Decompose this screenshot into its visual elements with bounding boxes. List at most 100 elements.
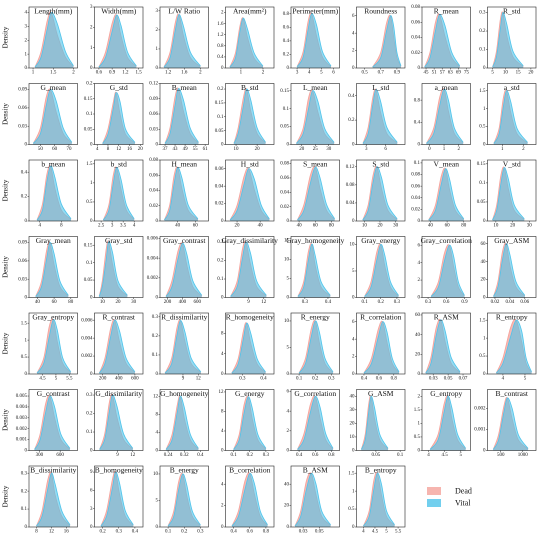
- y-tick-label: 0.04: [215, 184, 224, 189]
- x-tick-label: 5.5: [66, 377, 73, 382]
- subplot-title: B_contrast: [496, 389, 529, 398]
- plot-frame: [28, 159, 78, 222]
- density-fill: [430, 396, 466, 451]
- density-fill: [299, 320, 334, 374]
- density-line: [165, 395, 199, 450]
- y-tick-label: 0.08: [149, 158, 158, 163]
- y-tick-label: 0: [352, 372, 355, 377]
- y-tick-label: 0.1: [86, 112, 93, 117]
- x-tick-label: 16: [127, 147, 133, 152]
- subplot-title: G_std: [110, 83, 128, 92]
- density-fill: [297, 13, 332, 69]
- x-tick-label: 0.4: [260, 377, 267, 382]
- subplot: 8 12 16 0 0.1 0.2 0.3 B_dissimilarity Density: [2, 465, 78, 535]
- density-line: [100, 471, 134, 527]
- density-fill: [103, 167, 135, 221]
- x-tick-label: 16: [64, 530, 70, 535]
- x-tick-label: 4.5: [39, 377, 46, 382]
- x-tick-label: 25: [313, 147, 319, 152]
- x-tick-label: 8: [107, 147, 110, 152]
- y-tick-label: 40: [284, 482, 290, 487]
- y-tick-label: 0: [418, 296, 421, 301]
- y-tick-label: 0: [156, 296, 159, 301]
- density-line: [164, 167, 199, 221]
- subplot-title: L_std: [372, 83, 389, 92]
- y-tick-label: 8: [221, 331, 224, 336]
- x-tick-label: 6: [332, 71, 335, 76]
- y-tick-label: 2: [156, 28, 159, 33]
- y-tick-label: 0.12: [346, 165, 355, 170]
- x-tick-label: 0.6: [96, 71, 103, 76]
- subplot: 3 6 0 0.2 0.4 L_std: [348, 83, 406, 152]
- y-tick-label: 1.5: [348, 471, 355, 476]
- y-tick-label: 0: [221, 66, 224, 71]
- y-tick-label: 1: [483, 107, 486, 112]
- legend-swatch: [427, 499, 441, 507]
- y-tick-label: 2: [90, 25, 93, 30]
- subplot-title: G_ASM: [368, 389, 394, 398]
- x-tick-label: 0.6: [376, 377, 383, 382]
- x-tick-label: 0.24: [164, 453, 173, 458]
- plot-frame: [225, 312, 275, 375]
- x-tick-label: 15: [516, 71, 522, 76]
- y-tick-label: 1: [483, 336, 486, 341]
- subplot: 0.4 0.6 0.8 0 2 4 6 G_correlation: [287, 389, 340, 458]
- y-tick-label: 0.08: [411, 5, 420, 10]
- subplot: 0.03 0.05 0 20 40 B_ASM: [284, 465, 340, 535]
- plot-frame: [421, 312, 471, 375]
- x-tick-label: 600: [131, 377, 139, 382]
- subplot-title: Perimeter(mm): [292, 7, 338, 16]
- x-tick-label: 5: [385, 530, 388, 535]
- subplot-title: Gray_correlation: [421, 236, 472, 245]
- x-tick-label: 1: [32, 71, 35, 76]
- x-tick-label: 1.5: [50, 71, 57, 76]
- y-tick-label: 5: [287, 277, 290, 282]
- y-tick-label: 40: [481, 260, 487, 265]
- subplot-title: R_energy: [301, 313, 330, 322]
- y-tick-label: 0.5: [479, 354, 486, 359]
- plot-frame: [225, 236, 275, 298]
- x-tick-label: 0.3: [263, 453, 270, 458]
- plot-frame: [225, 83, 275, 145]
- y-tick-label: 0: [418, 66, 421, 71]
- x-tick-label: 50: [38, 147, 44, 152]
- x-tick-label: 0.1: [361, 300, 368, 305]
- subplot-title: G_entropy: [430, 389, 462, 398]
- x-tick-label: 0.05: [372, 453, 381, 458]
- subplot-title: b_std: [111, 160, 128, 169]
- x-tick-label: 8: [60, 224, 63, 229]
- subplot-title: Width(mm): [101, 7, 137, 16]
- y-tick-label: 4: [221, 429, 224, 434]
- density-fill: [496, 320, 532, 374]
- density-fill: [165, 88, 199, 145]
- y-tick-label: 0.4: [217, 55, 224, 60]
- y-tick-label: 0: [156, 219, 159, 224]
- y-tick-label: 0.03: [18, 277, 27, 282]
- x-tick-label: 300: [36, 453, 44, 458]
- subplot: 0.4 0.6 0.8 0 2 4 6 R_correlation: [352, 312, 406, 382]
- subplot: 2.5 3 3.5 4 0 0.5 1 1.5 b_std: [86, 159, 144, 229]
- subplot-title: Area(mm²): [233, 7, 267, 16]
- x-tick-label: 5: [460, 453, 463, 458]
- y-tick-label: 0: [287, 525, 290, 530]
- y-tick-label: 0.08: [411, 173, 420, 178]
- x-tick-label: 20: [510, 224, 516, 229]
- y-tick-label: 0: [418, 449, 421, 454]
- x-tick-label: 49: [183, 147, 189, 152]
- y-tick-label: 30: [350, 408, 356, 413]
- y-tick-label: 0.15: [84, 243, 93, 248]
- y-tick-label: 0.1: [152, 353, 159, 358]
- x-tick-label: 5: [491, 71, 494, 76]
- density-fill: [230, 241, 267, 298]
- y-tick-label: 12: [219, 390, 225, 395]
- subplot-title: L_mean: [303, 83, 328, 92]
- y-tick-label: 0: [352, 296, 355, 301]
- y-tick-label: 1: [90, 181, 93, 186]
- subplot-title: R_correlation: [360, 313, 401, 322]
- x-tick-label: 0.32: [180, 453, 189, 458]
- density-fill: [102, 92, 135, 145]
- y-tick-label: 4: [156, 431, 159, 436]
- subplot-title: B_homogeneity: [95, 466, 143, 475]
- y-tick-label: 0: [483, 296, 486, 301]
- y-tick-label: 6: [352, 14, 355, 19]
